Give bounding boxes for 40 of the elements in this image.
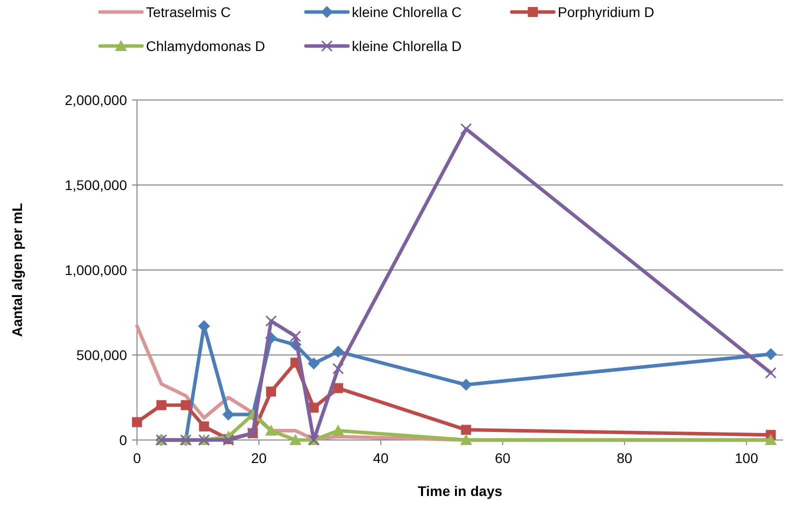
point: [308, 358, 320, 370]
point: [266, 386, 276, 397]
point: [460, 434, 472, 445]
point: [222, 408, 234, 420]
point: [461, 424, 472, 435]
point: [132, 417, 142, 428]
x-tick-label: 80: [616, 450, 633, 466]
y-tick-label: 2,000,000: [64, 92, 128, 108]
y-tick-label: 500,000: [76, 347, 128, 363]
point: [764, 434, 777, 445]
point: [332, 362, 344, 374]
point: [265, 315, 277, 327]
x-tick-label: 20: [251, 450, 267, 466]
point: [265, 424, 278, 436]
legend-label: kleine Chlorella C: [352, 4, 462, 20]
point: [460, 123, 472, 135]
point: [460, 378, 472, 391]
point: [332, 346, 344, 358]
point: [764, 348, 777, 360]
point: [289, 434, 302, 445]
point: [180, 400, 191, 410]
point: [290, 330, 302, 342]
x-tick-label: 100: [734, 450, 758, 466]
point: [765, 367, 777, 379]
legend-label: Tetraselmis C: [146, 4, 231, 20]
x-tick-label: 40: [372, 450, 389, 466]
legend-label: Porphyridium D: [558, 4, 654, 20]
y-axis-title: Aantal algen per mL: [9, 202, 25, 337]
x-tick-label: 60: [494, 450, 511, 466]
legend-label: Chlamydomonas D: [146, 38, 266, 54]
y-tick-label: 0: [119, 432, 128, 448]
x-tick-label: 0: [133, 450, 142, 466]
point: [199, 421, 210, 432]
point: [332, 424, 344, 436]
y-tick-label: 1,000,000: [64, 262, 128, 278]
legend-label: kleine Chlorella D: [352, 38, 462, 54]
y-tick-label: 1,500,000: [64, 177, 128, 193]
point: [333, 383, 344, 394]
point: [156, 400, 166, 410]
x-axis-title: Time in days: [418, 483, 502, 499]
